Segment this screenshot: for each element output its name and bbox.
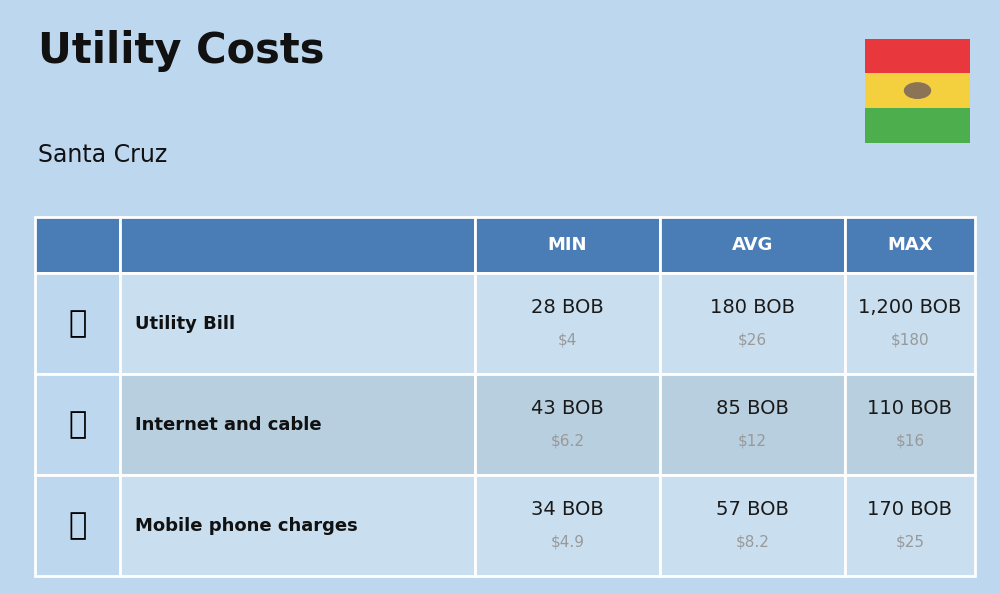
Bar: [35, 475, 120, 576]
Bar: [475, 475, 660, 576]
Text: AVG: AVG: [732, 236, 773, 254]
Text: $6.2: $6.2: [550, 434, 584, 449]
Bar: [845, 475, 975, 576]
Text: 1,200 BOB: 1,200 BOB: [858, 298, 962, 317]
Bar: [120, 217, 475, 273]
Text: $180: $180: [891, 333, 929, 348]
Text: 170 BOB: 170 BOB: [867, 500, 952, 519]
Bar: [845, 273, 975, 374]
Bar: [660, 273, 845, 374]
Bar: [120, 475, 475, 576]
Bar: [475, 217, 660, 273]
Text: Internet and cable: Internet and cable: [135, 416, 322, 434]
Bar: [660, 475, 845, 576]
Text: 34 BOB: 34 BOB: [531, 500, 604, 519]
Text: 180 BOB: 180 BOB: [710, 298, 795, 317]
Bar: [845, 374, 975, 475]
Text: 🔧: 🔧: [68, 309, 87, 338]
Bar: [475, 273, 660, 374]
Circle shape: [904, 83, 930, 98]
Bar: [35, 217, 120, 273]
Text: MAX: MAX: [887, 236, 933, 254]
Bar: [660, 374, 845, 475]
Text: $4.9: $4.9: [550, 535, 584, 550]
Text: Utility Bill: Utility Bill: [135, 315, 235, 333]
Text: $26: $26: [738, 333, 767, 348]
Text: 85 BOB: 85 BOB: [716, 399, 789, 418]
Text: 28 BOB: 28 BOB: [531, 298, 604, 317]
Text: $16: $16: [895, 434, 925, 449]
Text: 57 BOB: 57 BOB: [716, 500, 789, 519]
Text: $8.2: $8.2: [736, 535, 769, 550]
Text: $25: $25: [895, 535, 924, 550]
Text: Utility Costs: Utility Costs: [38, 30, 324, 72]
Text: 📡: 📡: [68, 410, 87, 439]
Bar: [120, 273, 475, 374]
Text: MIN: MIN: [548, 236, 587, 254]
Text: Santa Cruz: Santa Cruz: [38, 143, 167, 166]
Bar: [35, 374, 120, 475]
Bar: [845, 217, 975, 273]
Bar: [35, 273, 120, 374]
Bar: [475, 374, 660, 475]
Text: Mobile phone charges: Mobile phone charges: [135, 517, 358, 535]
Text: $12: $12: [738, 434, 767, 449]
Bar: [865, 108, 970, 143]
Text: 📱: 📱: [68, 511, 87, 540]
Text: 43 BOB: 43 BOB: [531, 399, 604, 418]
Text: 110 BOB: 110 BOB: [867, 399, 952, 418]
Bar: [865, 39, 970, 73]
Bar: [660, 217, 845, 273]
Bar: [120, 374, 475, 475]
Bar: [865, 73, 970, 108]
Text: $4: $4: [558, 333, 577, 348]
